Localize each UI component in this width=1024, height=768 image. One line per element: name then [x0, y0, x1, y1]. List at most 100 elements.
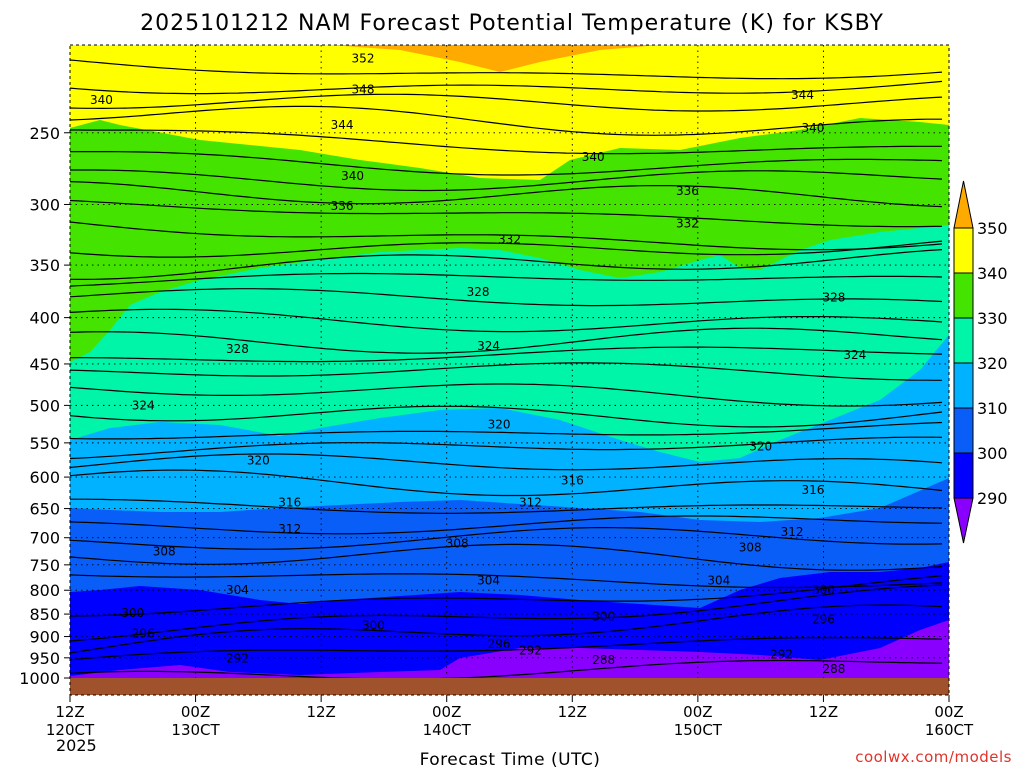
contour-line — [70, 584, 943, 642]
x-tick-date: 130CT — [171, 721, 220, 739]
contour-label: 304 — [477, 573, 500, 587]
contour-label: 348 — [352, 83, 375, 97]
colorbar-label: 330 — [977, 309, 1008, 328]
terrain-band — [70, 678, 949, 695]
source-credit: coolwx.com/models — [855, 748, 1012, 766]
contour-label: 340 — [341, 169, 364, 183]
contour-lines — [70, 59, 943, 679]
y-tick-label: 400 — [29, 309, 60, 328]
contour-line — [70, 346, 943, 363]
contour-line — [70, 498, 943, 514]
contour-label: 288 — [822, 662, 845, 676]
contour-line — [70, 405, 943, 428]
contour-label: 324 — [132, 398, 155, 412]
contour-label: 332 — [498, 233, 521, 247]
y-tick-label: 650 — [29, 500, 60, 519]
x-tick-date: 150CT — [674, 721, 723, 739]
contour-label: 308 — [153, 545, 176, 559]
colorbar-segment — [953, 362, 974, 409]
contour-line — [70, 327, 943, 354]
contour-line — [70, 199, 943, 228]
contour-line — [70, 288, 943, 307]
y-tick-label: 1000 — [19, 669, 60, 688]
contour-label: 292 — [519, 643, 542, 657]
y-tick-label: 300 — [29, 195, 60, 214]
contour-line — [70, 515, 943, 535]
contour-line — [70, 659, 943, 679]
colorbar-segment — [953, 272, 974, 319]
y-tick-label: 950 — [29, 649, 60, 668]
contour-line — [70, 436, 943, 460]
x-tick-time: 00Z — [181, 703, 210, 721]
contour-line — [70, 636, 943, 661]
contour-label: 312 — [278, 522, 301, 536]
contour-label: 340 — [90, 93, 113, 107]
contour-line — [70, 181, 943, 208]
contour-line — [70, 362, 942, 381]
contour-label: 344 — [791, 88, 814, 102]
contour-line — [70, 383, 943, 407]
contour-label: 324 — [843, 348, 866, 362]
contour-label: 320 — [749, 439, 772, 453]
contour-line — [70, 240, 943, 258]
colorbar-segment — [953, 452, 974, 499]
colorbar-label: 300 — [977, 444, 1008, 463]
fill-below-290 — [70, 620, 949, 679]
colorbar-segment — [953, 407, 974, 454]
contour-label: 288 — [592, 653, 615, 667]
contour-label: 300 — [121, 606, 144, 620]
year-label: 2025 — [56, 736, 97, 755]
gridlines — [70, 45, 949, 678]
x-tick-time: 00Z — [683, 703, 712, 721]
y-tick-label: 550 — [29, 434, 60, 453]
contour-line — [70, 453, 943, 471]
contour-label: 292 — [226, 652, 249, 666]
colorbar-arrow-low — [953, 497, 974, 544]
contour-label: 304 — [707, 573, 730, 587]
x-tick-time: 12Z — [809, 703, 838, 721]
y-tick-label: 500 — [29, 396, 60, 415]
contour-label: 340 — [802, 121, 825, 135]
contour-label: 292 — [770, 648, 793, 662]
contour-line — [70, 469, 943, 497]
contour-label: 308 — [739, 541, 762, 555]
contour-label: 328 — [467, 285, 490, 299]
y-tick-label: 350 — [29, 256, 60, 275]
colorbar-arrow-high — [953, 180, 974, 229]
contour-label: 308 — [446, 536, 469, 550]
contour-label: 332 — [676, 217, 699, 231]
contour-label: 336 — [676, 184, 699, 198]
x-tick-date: 120CT — [46, 721, 95, 739]
contour-label: 320 — [488, 418, 511, 432]
contour-label: 316 — [802, 483, 825, 497]
colorbar: 290 300 310 320 330 340 350 — [953, 180, 1008, 544]
contour-label: 336 — [331, 199, 354, 213]
plot-frame — [69, 44, 950, 696]
contour-label: 296 — [132, 626, 155, 640]
contour-line — [70, 59, 943, 80]
contour-line — [70, 151, 943, 176]
colorbar-label: 340 — [977, 264, 1008, 283]
contour-label: 320 — [247, 453, 270, 467]
contour-line — [70, 421, 943, 440]
contour-line — [70, 604, 943, 654]
contour-line — [70, 272, 943, 287]
colorbar-label: 290 — [977, 489, 1008, 508]
contour-line — [70, 80, 943, 95]
contour-label: 312 — [519, 495, 542, 509]
y-tick-label: 850 — [29, 605, 60, 624]
y-tick-label: 700 — [29, 529, 60, 548]
contour-line — [70, 308, 943, 333]
contour-line — [70, 573, 943, 589]
contour-label: 296 — [488, 637, 511, 651]
x-tick-time: 12Z — [306, 703, 335, 721]
x-tick-time: 00Z — [432, 703, 461, 721]
contour-label: 316 — [561, 473, 584, 487]
colorbar-label: 350 — [977, 219, 1008, 238]
contour-line — [70, 575, 943, 617]
contour-label: 344 — [331, 118, 354, 132]
contour-line — [70, 249, 943, 280]
y-tick-label: 450 — [29, 355, 60, 374]
x-axis-label: Forecast Time (UTC) — [420, 750, 601, 768]
x-tick-time: 12Z — [55, 703, 84, 721]
